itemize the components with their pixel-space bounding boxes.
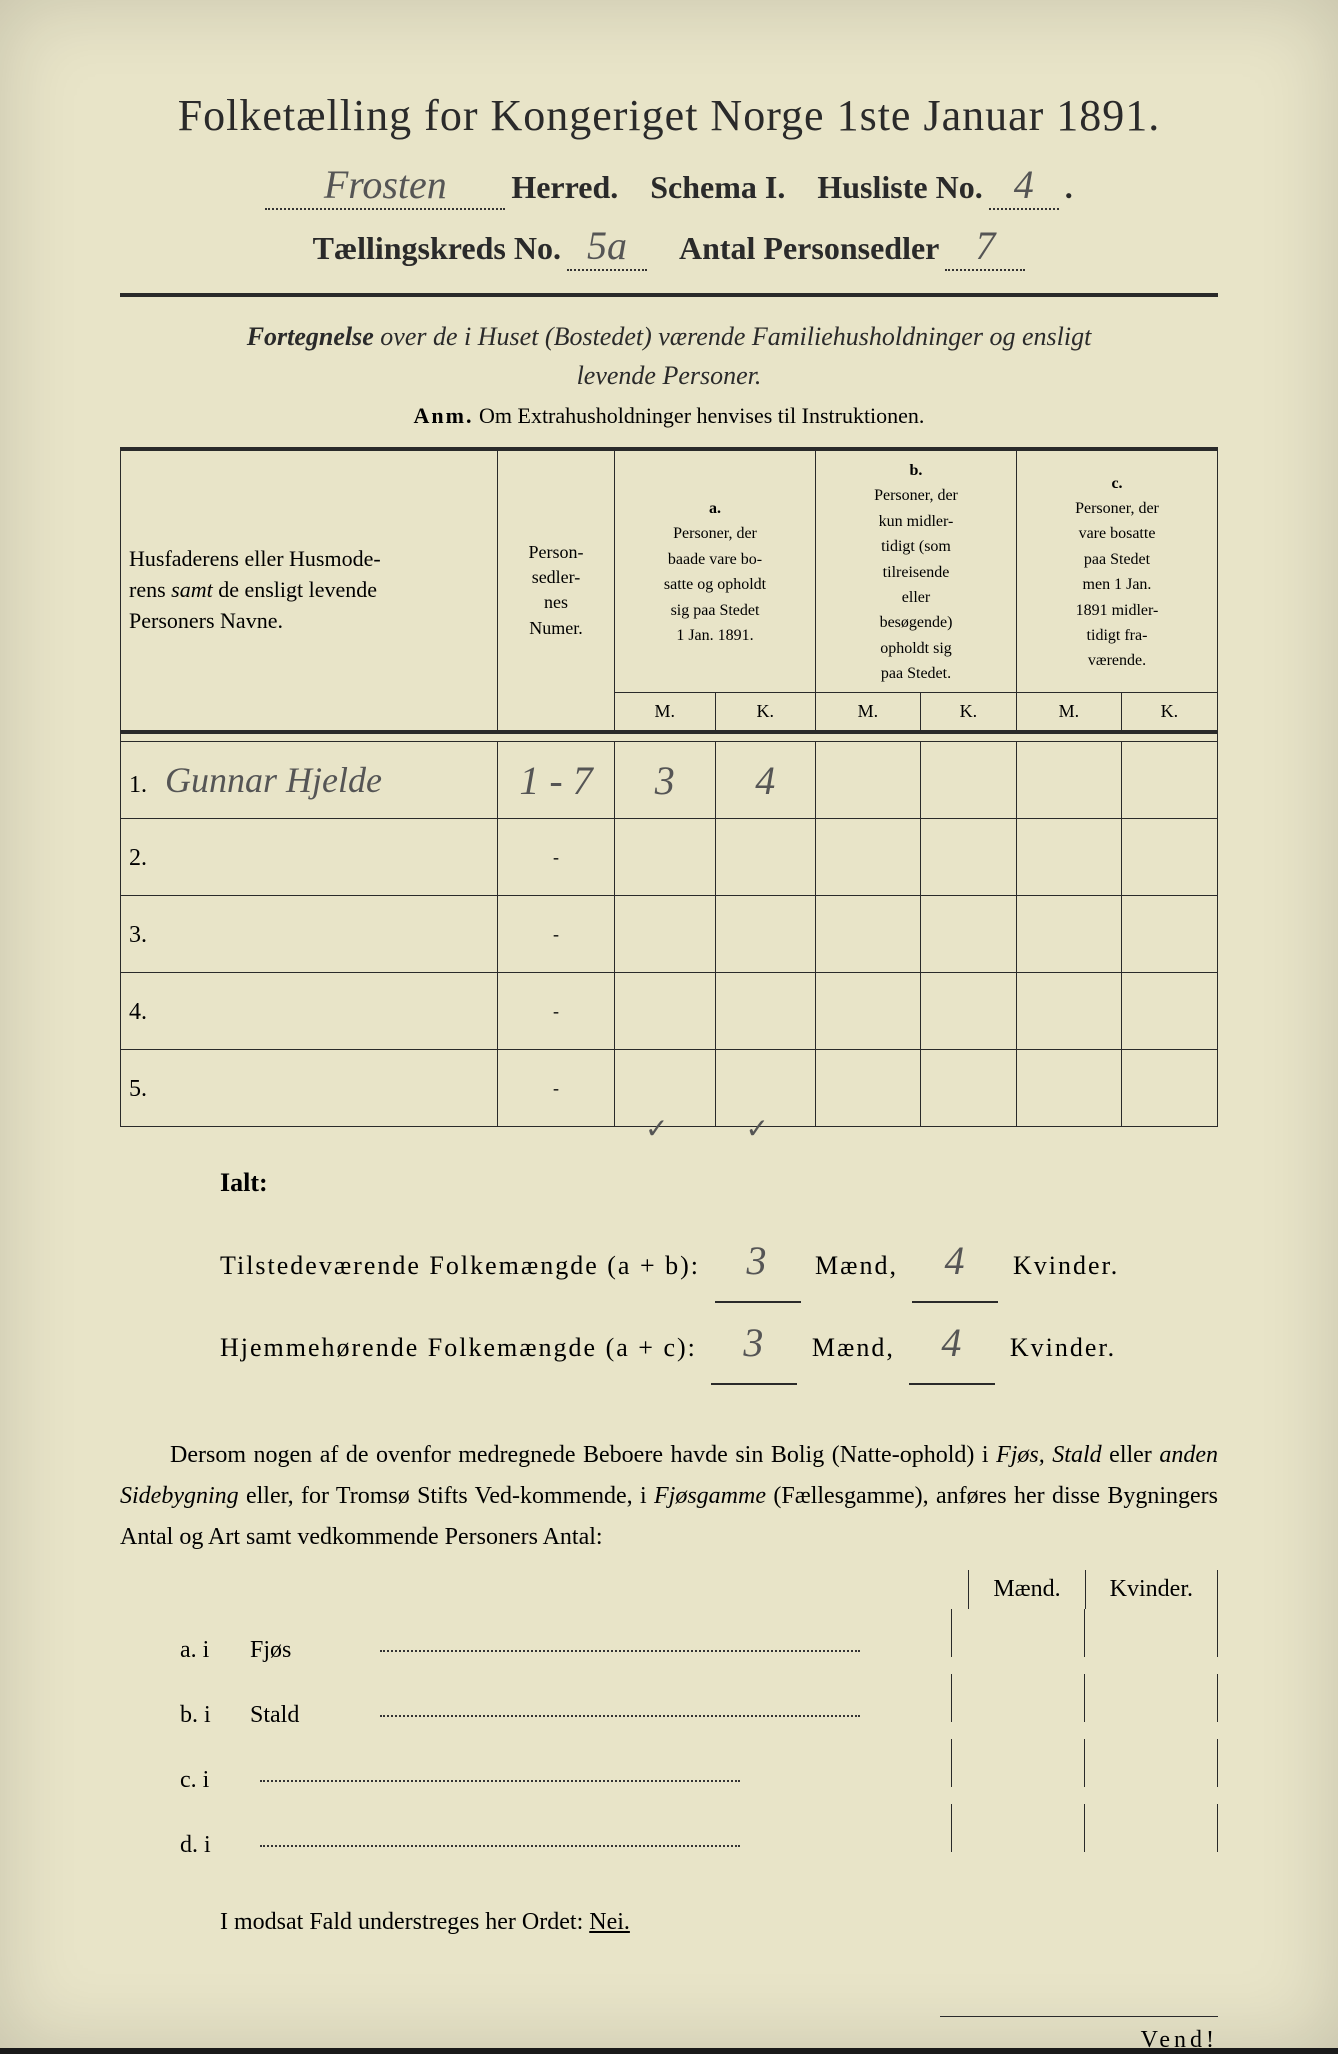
table-row: 4. - bbox=[121, 973, 1218, 1050]
col-header-numer: Person-sedler-nesNumer. bbox=[498, 449, 615, 732]
col-b-k: K. bbox=[920, 692, 1016, 732]
bottom-paragraph: Dersom nogen af de ovenfor medregnede Be… bbox=[120, 1435, 1218, 1557]
husliste-value: 4 bbox=[1006, 161, 1042, 208]
col-header-c: c. Personer, dervare bosattepaa Stedetme… bbox=[1016, 449, 1217, 692]
list-item: b. i Stald bbox=[180, 1674, 1218, 1739]
header-line-1: Frosten Herred. Schema I. Husliste No. 4… bbox=[120, 161, 1218, 210]
antal-value: 7 bbox=[967, 222, 1003, 269]
ialt-line-2: Hjemmehørende Folkemængde (a + c): 3 Mæn… bbox=[220, 1303, 1218, 1385]
kreds-label: Tællingskreds No. bbox=[313, 230, 561, 267]
header-line-2: Tællingskreds No. 5a Antal Personsedler … bbox=[120, 222, 1218, 271]
antal-field: 7 bbox=[945, 222, 1025, 271]
main-table: Husfaderens eller Husmode-rens samt de e… bbox=[120, 447, 1218, 1127]
nei-word: Nei. bbox=[589, 1909, 630, 1935]
ialt-block: Ialt: Tilstedeværende Folkemængde (a + b… bbox=[220, 1157, 1218, 1385]
table-row: 3. - bbox=[121, 896, 1218, 973]
page-title: Folketælling for Kongeriget Norge 1ste J… bbox=[120, 90, 1218, 141]
table-row: 2. - bbox=[121, 819, 1218, 896]
col-a-m: M. bbox=[615, 692, 716, 732]
list-item: c. i bbox=[180, 1739, 1218, 1804]
ialt-label: Ialt: bbox=[220, 1157, 1218, 1209]
anm-label: Anm. bbox=[414, 403, 474, 428]
table-row: 5. - ✓ ✓ bbox=[121, 1050, 1218, 1127]
herred-value: Frosten bbox=[316, 161, 455, 208]
kreds-value: 5a bbox=[579, 222, 635, 269]
kreds-field: 5a bbox=[567, 222, 647, 271]
row-name: Gunnar Hjelde bbox=[157, 759, 390, 801]
husliste-field: 4 bbox=[989, 161, 1059, 210]
herred-field: Frosten bbox=[265, 161, 505, 210]
list-item: d. i bbox=[180, 1804, 1218, 1869]
kvinder-header: Kvinder. bbox=[1085, 1570, 1218, 1609]
side-building-list: a. i Fjøs b. i Stald c. i d. i bbox=[180, 1609, 1218, 1869]
col-header-b: b. Personer, derkun midler-tidigt (somti… bbox=[816, 449, 1017, 692]
schema-label: Schema I. bbox=[650, 169, 785, 206]
list-item: a. i Fjøs bbox=[180, 1609, 1218, 1674]
divider-1 bbox=[120, 293, 1218, 297]
col-header-a: a. Personer, derbaade vare bo-satte og o… bbox=[615, 449, 816, 692]
census-form-page: Folketælling for Kongeriget Norge 1ste J… bbox=[0, 0, 1338, 2048]
col-b-m: M. bbox=[816, 692, 921, 732]
col-header-names: Husfaderens eller Husmode-rens samt de e… bbox=[121, 449, 498, 732]
col-c-m: M. bbox=[1016, 692, 1121, 732]
anm-line: Anm. Om Extrahusholdninger henvises til … bbox=[120, 403, 1218, 429]
maend-header: Mænd. bbox=[968, 1570, 1084, 1609]
col-c-k: K. bbox=[1121, 692, 1217, 732]
subtitle: Fortegnelse over de i Huset (Bostedet) v… bbox=[120, 317, 1218, 395]
anm-text: Om Extrahusholdninger henvises til Instr… bbox=[479, 403, 924, 428]
ialt-line-1: Tilstedeværende Folkemængde (a + b): 3 M… bbox=[220, 1221, 1218, 1303]
husliste-label: Husliste No. bbox=[817, 169, 982, 206]
mk-header: Mænd. Kvinder. bbox=[120, 1570, 1218, 1609]
col-a-k: K. bbox=[715, 692, 816, 732]
nei-line: I modsat Fald understreges her Ordet: Ne… bbox=[120, 1909, 1218, 1936]
table-row: 1.Gunnar Hjelde 1 - 7 3 4 bbox=[121, 742, 1218, 819]
herred-label: Herred. bbox=[511, 169, 618, 206]
antal-label: Antal Personsedler bbox=[679, 230, 939, 267]
